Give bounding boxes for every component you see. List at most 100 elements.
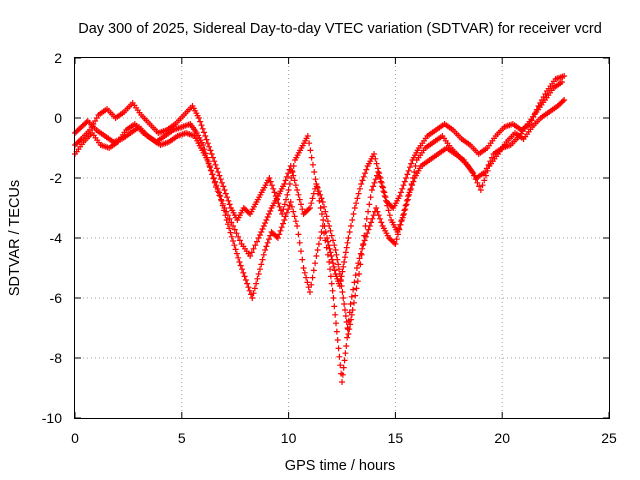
data-point	[343, 244, 350, 251]
data-point	[205, 160, 212, 167]
data-point	[217, 176, 224, 183]
data-point	[347, 223, 354, 229]
data-point	[255, 271, 262, 277]
data-point	[276, 203, 283, 210]
data-point	[249, 295, 256, 301]
data-point	[533, 106, 540, 113]
data-point	[283, 173, 290, 180]
data-point	[356, 255, 363, 262]
data-point	[317, 205, 324, 211]
data-point	[481, 177, 488, 184]
data-point	[341, 307, 348, 313]
data-point	[322, 208, 329, 215]
data-points	[72, 73, 568, 385]
data-point	[370, 183, 377, 190]
data-point	[396, 226, 403, 233]
data-point	[248, 249, 255, 256]
data-point	[288, 175, 295, 181]
data-point	[325, 242, 332, 249]
data-point	[352, 292, 359, 299]
data-point	[292, 182, 299, 189]
data-point	[345, 317, 352, 324]
data-point	[206, 143, 213, 150]
data-point	[235, 254, 242, 261]
data-point	[301, 269, 308, 276]
data-point	[215, 189, 222, 196]
data-point	[317, 235, 324, 241]
data-point	[291, 213, 298, 220]
data-point	[199, 125, 206, 132]
data-point	[333, 320, 340, 327]
data-point	[208, 151, 215, 157]
data-point	[369, 215, 376, 222]
data-point	[559, 79, 566, 85]
data-point	[220, 183, 227, 190]
data-point	[259, 226, 266, 232]
data-point	[258, 229, 265, 235]
data-point	[476, 183, 483, 190]
y-tick-label: -2	[50, 170, 63, 186]
data-point	[371, 151, 378, 157]
data-point	[201, 129, 208, 136]
data-point	[351, 205, 358, 211]
data-point	[380, 184, 387, 191]
data-point	[217, 193, 224, 199]
data-point	[360, 241, 367, 247]
data-point	[251, 285, 258, 292]
data-point	[328, 253, 335, 259]
data-point	[561, 73, 568, 79]
data-point	[394, 231, 401, 238]
data-point	[334, 337, 341, 343]
data-point	[372, 155, 379, 162]
data-point	[316, 197, 323, 204]
data-point	[366, 223, 373, 229]
data-point	[250, 245, 257, 252]
data-point	[267, 178, 274, 185]
data-point	[263, 243, 270, 250]
data-point	[561, 97, 568, 103]
data-point	[296, 239, 303, 246]
data-point	[259, 256, 266, 263]
data-point	[236, 237, 243, 244]
data-point	[289, 203, 296, 210]
data-point	[327, 227, 334, 234]
data-point	[327, 266, 334, 273]
data-point	[246, 287, 253, 294]
data-point	[324, 238, 331, 245]
data-point	[346, 229, 353, 235]
data-point	[250, 290, 257, 297]
x-tick-label: 10	[281, 430, 297, 446]
data-point	[208, 167, 215, 174]
data-point	[231, 242, 238, 249]
data-point	[381, 189, 388, 196]
data-point	[366, 201, 373, 208]
data-point	[232, 246, 239, 253]
data-point	[340, 364, 347, 371]
data-point	[195, 115, 202, 121]
data-point	[322, 229, 329, 235]
data-point	[270, 185, 277, 192]
chart-title: Day 300 of 2025, Sidereal Day-to-day VTE…	[78, 21, 602, 37]
data-point	[228, 233, 235, 240]
data-point	[336, 283, 343, 289]
data-point	[331, 242, 338, 249]
data-point	[203, 136, 210, 143]
data-point	[328, 232, 335, 239]
data-point	[385, 207, 392, 214]
data-point	[215, 169, 222, 175]
data-point	[393, 236, 400, 243]
data-point	[356, 271, 363, 277]
data-point	[377, 215, 384, 222]
data-point	[324, 235, 331, 241]
data-point	[355, 260, 362, 267]
data-point	[339, 268, 346, 275]
data-point	[330, 237, 337, 244]
data-point	[353, 200, 360, 207]
data-point	[330, 295, 337, 301]
data-point	[350, 211, 357, 217]
data-point	[230, 238, 237, 244]
data-point	[378, 179, 385, 186]
data-point	[353, 265, 360, 271]
x-tick-label: 15	[388, 430, 404, 446]
y-tick-label: -4	[50, 230, 63, 246]
